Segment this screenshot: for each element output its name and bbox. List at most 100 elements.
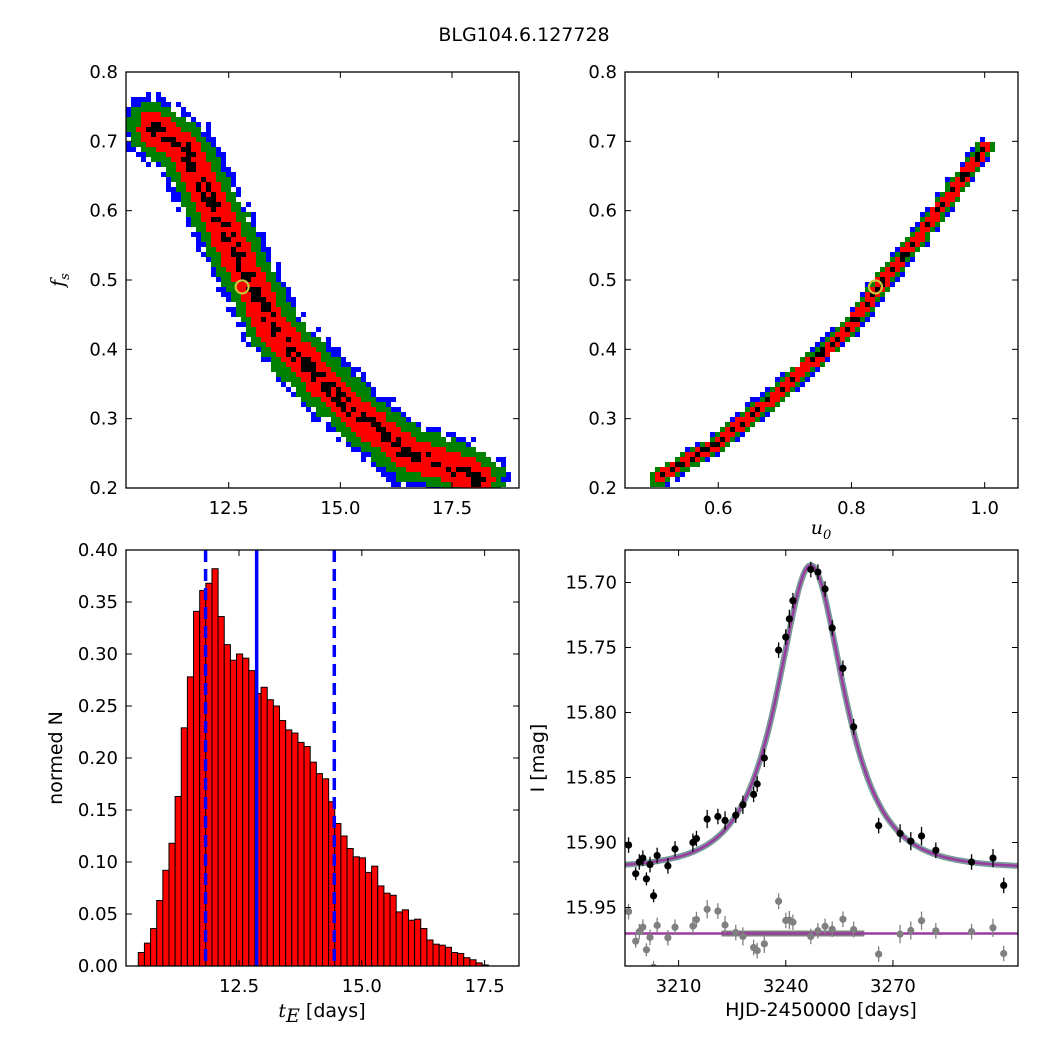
p1-cell [161,147,166,152]
p1-cell [246,227,251,232]
p2-cell [980,157,985,162]
p1-cell [171,112,176,117]
p1-cell [191,152,196,157]
p1-cell [421,442,426,447]
p1-cell [401,472,406,477]
p1-cell [271,367,276,372]
p1-cell [226,237,231,242]
p1-cell [216,222,221,227]
p2-cell [760,402,765,407]
p4-residual-point [689,922,697,930]
p1-cell [221,227,226,232]
p1-best-fit-marker [234,279,250,295]
p1-cell [361,427,366,432]
p2-cell [780,377,785,382]
p2-cell [825,347,830,352]
p1-cell [181,187,186,192]
p3-bar [475,962,483,966]
p1-cell [126,127,131,132]
p1-cell [261,332,266,337]
p1-cell [201,232,206,237]
p3-bar [260,686,268,966]
panel-u0-fs: 0.6 0.8 1.00.20.30.40.50.60.70.8 u0 [588,62,1019,543]
p1-cell [276,262,281,267]
p1-cell [256,232,261,237]
p1-cell [321,407,326,412]
p1-cell [211,137,216,142]
p1-cell [181,122,186,127]
p1-cell [281,347,286,352]
p1-cell [136,127,141,132]
p2-cell [845,322,850,327]
p1-cell [201,147,206,152]
p1-cell [161,102,166,107]
p1-cell [311,387,316,392]
p1-cell [246,302,251,307]
p1-cell [456,462,461,467]
p1-cell [236,307,241,312]
p1-cell [406,477,411,482]
p2-cell [810,347,815,352]
p2-cell [735,412,740,417]
p1-cell [236,262,241,267]
p1-cell [216,257,221,262]
p1-cell [231,297,236,302]
p2-cell [955,197,960,202]
p1-cell [181,142,186,147]
p1-cell [266,252,271,257]
p1-cell [366,412,371,417]
p1-cell [391,407,396,412]
p1-cell [296,332,301,337]
p1-cell [391,422,396,427]
p4-data-point [896,829,904,838]
p3-bar [162,869,170,966]
p1-cell [291,352,296,357]
p1-cell [151,122,156,127]
p2-cell [650,482,655,487]
p2-cell [690,452,695,457]
p1-cell [466,482,471,487]
p2-cell [975,147,980,152]
p1-cell [311,347,316,352]
p1-cell [151,142,156,147]
p1-cell [366,392,371,397]
p2-cell [740,412,745,417]
p3-bar [346,847,354,966]
p3-bar [150,928,158,966]
p1-cell [386,437,391,442]
p1-cell [181,167,186,172]
p2-ytick-label: 0.8 [588,62,617,83]
p1-cell [241,292,246,297]
p1-cell [196,192,201,197]
p2-cell [665,482,670,487]
p1-cell [476,452,481,457]
p2-cell [650,472,655,477]
p1-cell [256,282,261,287]
p1-cell [361,442,366,447]
p1-cell [346,417,351,422]
p1-cell [331,372,336,377]
p2-cell [895,277,900,282]
p1-cell [361,387,366,392]
p1-cell [251,312,256,317]
p1-cell [211,172,216,177]
p2-cell [900,272,905,277]
p1-cell [226,172,231,177]
p1-cell [371,447,376,452]
p1-cell [176,192,181,197]
p1-cell [466,477,471,482]
p1-cell [206,142,211,147]
p4-data-point [807,565,815,574]
p1-cell [216,267,221,272]
p1-cell [326,362,331,367]
p1-cell [431,472,436,477]
p1-cell [166,127,171,132]
p1-cell [181,172,186,177]
p2-cell [965,157,970,162]
p1-cell [371,412,376,417]
p1-cell [486,477,491,482]
p1-cell [351,402,356,407]
p1-cell [316,382,321,387]
p2-cell [795,377,800,382]
p4-data-point [967,858,976,866]
